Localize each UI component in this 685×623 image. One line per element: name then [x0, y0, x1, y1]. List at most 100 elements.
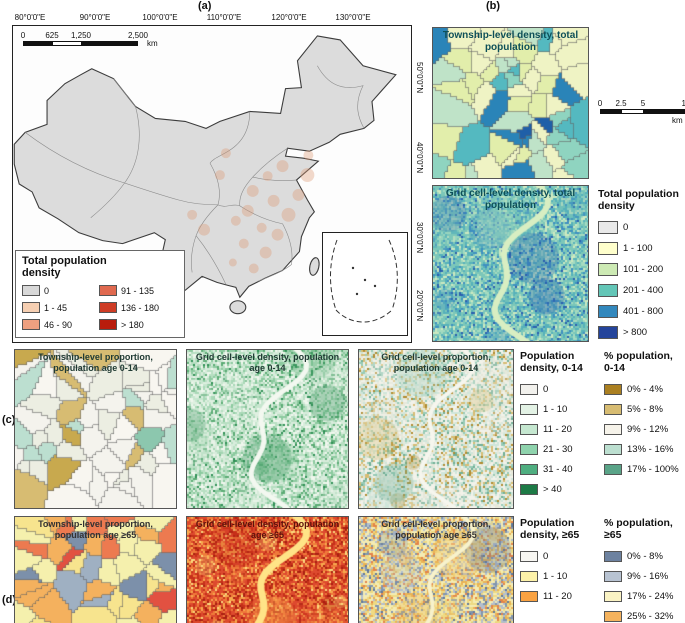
legend-label: 46 - 90 — [44, 319, 73, 330]
legend-item: 5% - 8% — [604, 399, 684, 419]
legend-density-0-14: Population density, 0-14 0 1 - 10 11 - 2… — [520, 350, 602, 499]
taiwan-island — [309, 257, 320, 276]
scale-tick: 0 — [20, 31, 26, 40]
legend-label: 0 — [543, 550, 549, 562]
hainan-island — [229, 300, 247, 315]
south-china-sea-inset — [322, 232, 408, 336]
map-canvas — [433, 186, 588, 341]
map-canvas — [433, 28, 588, 178]
panel-a-label: (a) — [198, 0, 212, 12]
legend-label: 91 - 135 — [121, 285, 155, 296]
map-canvas — [15, 517, 176, 623]
legend-item: > 180 — [99, 316, 178, 333]
map-canvas — [187, 350, 348, 508]
legend-item: 11 - 20 — [520, 419, 602, 439]
legend-item: 25% - 32% — [604, 606, 684, 623]
legend-swatch — [598, 305, 618, 319]
legend-item: 0% - 8% — [604, 546, 684, 566]
legend-swatch — [598, 263, 618, 277]
china-map — [13, 35, 397, 315]
legend-label: 11 - 20 — [543, 590, 572, 602]
grid-density-0-14-map: Grid cell-level density, population age … — [186, 349, 349, 509]
latitude-label: 40°0'0"N — [415, 142, 424, 174]
legend-total-population-density-b: Total population density 0 1 - 100 101 -… — [598, 188, 684, 343]
scale-tick: 2,500 — [127, 31, 149, 40]
legend-item: 1 - 100 — [598, 238, 684, 259]
scale-tick: 1,250 — [70, 31, 92, 40]
legend-swatch — [99, 285, 117, 296]
scale-bar: 0 625 1,250 2,500 km — [21, 31, 171, 55]
scale-unit: km — [672, 116, 683, 125]
panel-c-label: (c) — [2, 414, 16, 426]
grid-density-total-map: Grid cell-level density, total populatio… — [432, 185, 589, 342]
legend-label: 0 — [623, 222, 629, 234]
longitude-label: 120°0'0"E — [271, 13, 307, 22]
legend-label: 0% - 4% — [627, 383, 663, 395]
china-map-frame: 0 625 1,250 2,500 km Total population de… — [12, 25, 412, 343]
legend-swatch — [520, 550, 538, 562]
legend-item: 0 — [520, 379, 602, 399]
legend-swatch — [22, 285, 40, 296]
legend-label: 31 - 40 — [543, 463, 573, 475]
legend-label: 401 - 800 — [623, 306, 664, 318]
legend-item: > 800 — [598, 322, 684, 343]
panel-b-label: (b) — [486, 0, 501, 12]
legend-swatch — [604, 570, 622, 582]
scale-tick: 0 — [597, 99, 603, 108]
scale-tick: 2.5 — [615, 99, 627, 108]
legend-title: Population density, 0-14 — [520, 350, 583, 375]
legend-swatch — [520, 570, 538, 582]
legend-label: 0 — [44, 285, 50, 296]
scale-bar: 0 2.5 5 10 km — [598, 99, 685, 125]
legend-item: 9% - 16% — [604, 566, 684, 586]
longitude-label: 80°0'0"E — [14, 13, 46, 22]
legend-swatch — [604, 443, 622, 455]
legend-percent-0-14: % population, 0-14 0% - 4% 5% - 8% 9% - … — [604, 350, 684, 479]
legend-label: > 180 — [121, 319, 144, 330]
township-density-total-map: Township-level density, total population — [432, 27, 589, 179]
map-canvas — [15, 350, 176, 508]
latitude-label: 20°0'0"N — [415, 290, 424, 322]
legend-item: 1 - 10 — [520, 566, 602, 586]
legend-label: > 40 — [543, 483, 562, 495]
legend-label: 136 - 180 — [121, 302, 160, 313]
legend-label: 201 - 400 — [623, 285, 664, 297]
map-canvas — [187, 517, 348, 623]
legend-swatch — [604, 550, 622, 562]
longitude-label: 130°0'0"E — [335, 13, 371, 22]
township-proportion-0-14-map: Township-level proportion, population ag… — [14, 349, 177, 509]
legend-swatch — [598, 326, 618, 340]
scale-bar-segments — [23, 41, 138, 46]
legend-item: 1 - 10 — [520, 399, 602, 419]
legend-item: 0% - 4% — [604, 379, 684, 399]
legend-swatch — [520, 403, 538, 415]
legend-swatch — [520, 483, 538, 495]
legend-swatch — [598, 284, 618, 298]
legend-item: 91 - 135 — [99, 282, 178, 299]
legend-item: 136 - 180 — [99, 299, 178, 316]
legend-swatch — [22, 319, 40, 330]
legend-label: 101 - 200 — [623, 264, 664, 276]
legend-item: 46 - 90 — [22, 316, 91, 333]
township-proportion-65-map: Township-level proportion, population ag… — [14, 516, 177, 623]
legend-label: 1 - 100 — [623, 243, 653, 255]
legend-item: 401 - 800 — [598, 301, 684, 322]
legend-swatch — [598, 242, 618, 256]
legend-item: 101 - 200 — [598, 259, 684, 280]
longitude-label: 90°0'0"E — [79, 13, 111, 22]
legend-swatch — [604, 590, 622, 602]
legend-title: Total population density — [598, 188, 679, 213]
legend-label: 1 - 10 — [543, 570, 568, 582]
grid-proportion-65-map: Grid cell-level proportion, population a… — [358, 516, 514, 623]
legend-label: > 800 — [623, 327, 648, 339]
legend-swatch — [598, 221, 618, 235]
legend-item: > 40 — [520, 479, 602, 499]
legend-label: 1 - 10 — [543, 403, 568, 415]
legend-label: 9% - 16% — [627, 570, 669, 582]
legend-item: 0 — [598, 217, 684, 238]
legend-swatch — [99, 319, 117, 330]
legend-label: 25% - 32% — [627, 610, 674, 622]
scale-tick: 625 — [45, 31, 59, 40]
legend-item: 17% - 24% — [604, 586, 684, 606]
legend-title: % population, 0-14 — [604, 350, 673, 375]
